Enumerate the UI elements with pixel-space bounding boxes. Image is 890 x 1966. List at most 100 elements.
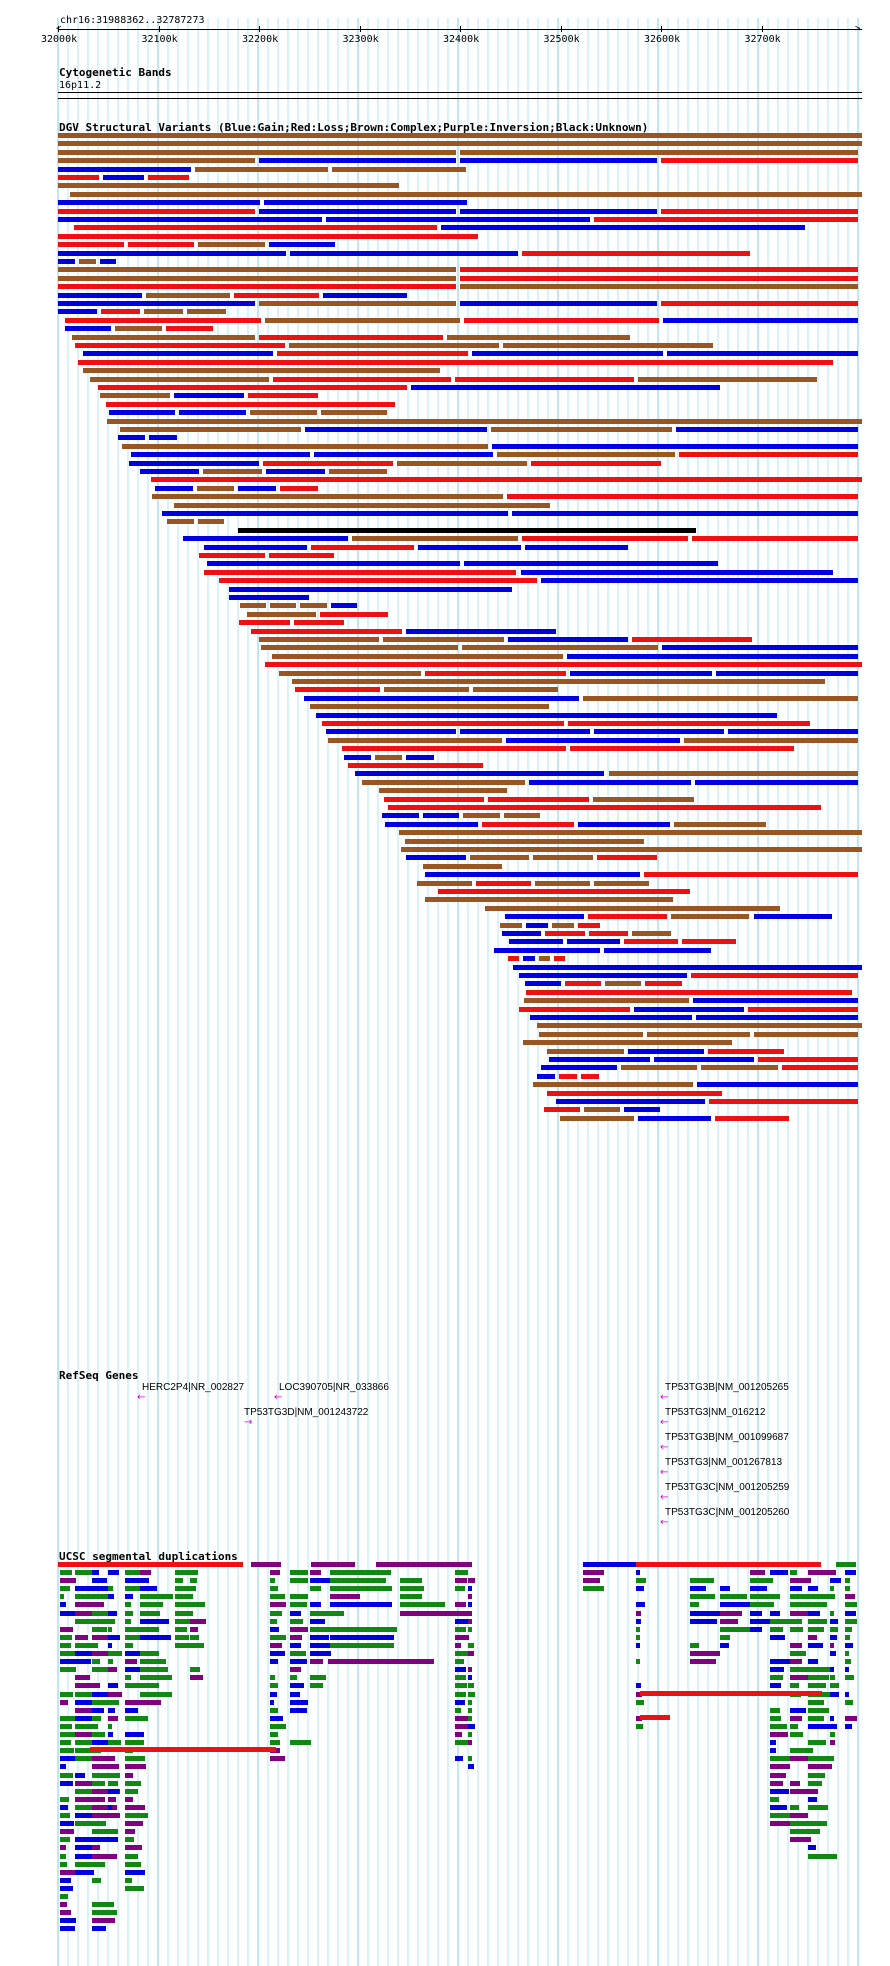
segdup-blue[interactable] bbox=[75, 1651, 96, 1656]
dgv-variant-gain[interactable] bbox=[417, 544, 521, 550]
segdup-blue[interactable] bbox=[830, 1691, 839, 1697]
segdup-purple[interactable] bbox=[468, 1651, 475, 1656]
segdup-purple[interactable] bbox=[790, 1642, 803, 1648]
dgv-variant-complex[interactable] bbox=[173, 502, 551, 508]
segdup-green[interactable] bbox=[60, 1853, 66, 1859]
segdup-blue[interactable] bbox=[290, 1610, 301, 1616]
segdup-green[interactable] bbox=[845, 1675, 855, 1681]
dgv-variant-gain[interactable] bbox=[174, 393, 245, 399]
dgv-variant-loss[interactable] bbox=[437, 889, 691, 894]
segdup-purple[interactable] bbox=[92, 1651, 114, 1656]
dgv-variant-gain[interactable] bbox=[692, 998, 858, 1004]
dgv-variant-complex[interactable] bbox=[537, 1023, 862, 1029]
segdup-green[interactable] bbox=[108, 1740, 122, 1746]
dgv-variant-gain[interactable] bbox=[268, 242, 335, 248]
segdup-green[interactable] bbox=[75, 1618, 98, 1624]
segdup-green[interactable] bbox=[92, 1902, 115, 1908]
dgv-variant-complex[interactable] bbox=[146, 292, 231, 298]
dgv-variant-gain[interactable] bbox=[508, 939, 563, 945]
segdup-green[interactable] bbox=[140, 1675, 173, 1681]
segdup-green[interactable] bbox=[790, 1732, 803, 1737]
dgv-variant-loss[interactable] bbox=[661, 301, 858, 306]
segdup-green[interactable] bbox=[455, 1683, 467, 1689]
dgv-variant-complex[interactable] bbox=[58, 267, 456, 273]
dgv-variant-complex[interactable] bbox=[490, 427, 673, 432]
segdup-green[interactable] bbox=[125, 1642, 133, 1648]
dgv-variant-complex[interactable] bbox=[646, 1031, 751, 1037]
segdup-green[interactable] bbox=[468, 1732, 472, 1737]
dgv-variant-gain[interactable] bbox=[229, 586, 512, 592]
segdup-green[interactable] bbox=[290, 1594, 309, 1600]
segdup-purple[interactable] bbox=[583, 1570, 604, 1575]
dgv-variant-complex[interactable] bbox=[58, 149, 456, 155]
segdup-green[interactable] bbox=[808, 1756, 834, 1762]
segdup-blue[interactable] bbox=[808, 1610, 821, 1616]
segdup-purple[interactable] bbox=[75, 1732, 102, 1737]
segdup-purple[interactable] bbox=[60, 1902, 68, 1908]
segdup-purple[interactable] bbox=[92, 1813, 121, 1818]
dgv-variant-gain[interactable] bbox=[460, 158, 657, 164]
dgv-variant-gain[interactable] bbox=[594, 729, 724, 735]
segdup-blue[interactable] bbox=[310, 1642, 341, 1648]
segdup-green[interactable] bbox=[75, 1748, 102, 1754]
segdup-blue[interactable] bbox=[108, 1642, 113, 1648]
segdup-green[interactable] bbox=[830, 1610, 834, 1616]
segdup-green[interactable] bbox=[75, 1723, 98, 1729]
segdup-purple[interactable] bbox=[376, 1562, 472, 1567]
segdup-purple[interactable] bbox=[140, 1699, 161, 1705]
dgv-variant-complex[interactable] bbox=[203, 469, 262, 474]
dgv-variant-gain[interactable] bbox=[567, 653, 858, 659]
dgv-variant-gain[interactable] bbox=[343, 754, 372, 760]
segdup-green[interactable] bbox=[790, 1748, 814, 1754]
dgv-variant-loss[interactable] bbox=[65, 317, 261, 323]
dgv-variant-complex[interactable] bbox=[552, 922, 575, 928]
dgv-variant-gain[interactable] bbox=[265, 469, 325, 474]
segdup-green[interactable] bbox=[770, 1626, 784, 1632]
segdup-green[interactable] bbox=[790, 1821, 816, 1827]
segdup-purple[interactable] bbox=[92, 1918, 115, 1924]
dgv-variant-complex[interactable] bbox=[547, 1048, 624, 1054]
segdup-green[interactable] bbox=[125, 1715, 149, 1721]
segdup-purple[interactable] bbox=[790, 1813, 809, 1818]
dgv-variant-loss[interactable] bbox=[387, 805, 822, 810]
segdup-purple[interactable] bbox=[790, 1659, 803, 1665]
segdup-blue[interactable] bbox=[270, 1699, 275, 1705]
segdup-blue[interactable] bbox=[108, 1707, 115, 1713]
segdup-green[interactable] bbox=[125, 1675, 132, 1681]
dgv-variant-gain[interactable] bbox=[203, 544, 307, 550]
segdup-green[interactable] bbox=[125, 1788, 138, 1794]
segdup-green[interactable] bbox=[290, 1602, 308, 1608]
gene-strand-reverse-icon[interactable]: ← bbox=[660, 1442, 669, 1453]
segdup-purple[interactable] bbox=[290, 1667, 302, 1673]
segdup-purple[interactable] bbox=[468, 1578, 475, 1584]
segdup-purple[interactable] bbox=[400, 1610, 470, 1616]
segdup-green[interactable] bbox=[830, 1586, 834, 1592]
dgv-variant-complex[interactable] bbox=[122, 443, 489, 449]
segdup-blue[interactable] bbox=[310, 1618, 326, 1624]
dgv-variant-loss[interactable] bbox=[460, 275, 858, 281]
segdup-green[interactable] bbox=[808, 1715, 825, 1721]
segdup-blue[interactable] bbox=[140, 1618, 169, 1624]
segdup-green[interactable] bbox=[400, 1594, 423, 1600]
dgv-variant-gain[interactable] bbox=[355, 771, 605, 777]
dgv-variant-complex[interactable] bbox=[592, 796, 694, 802]
segdup-purple[interactable] bbox=[845, 1594, 856, 1600]
segdup-blue[interactable] bbox=[845, 1610, 857, 1616]
segdup-green[interactable] bbox=[808, 1699, 825, 1705]
segdup-purple[interactable] bbox=[75, 1602, 105, 1608]
dgv-variant-gain[interactable] bbox=[623, 1107, 660, 1113]
segdup-green[interactable] bbox=[140, 1651, 159, 1656]
segdup-purple[interactable] bbox=[125, 1796, 134, 1802]
segdup-green[interactable] bbox=[92, 1715, 101, 1721]
segdup-blue[interactable] bbox=[750, 1610, 762, 1616]
dgv-variant-complex[interactable] bbox=[674, 821, 767, 827]
dgv-variant-gain[interactable] bbox=[405, 855, 466, 861]
dgv-variant-gain[interactable] bbox=[637, 1115, 712, 1121]
dgv-variant-gain[interactable] bbox=[492, 443, 858, 449]
segdup-blue[interactable] bbox=[468, 1764, 475, 1770]
dgv-variant-loss[interactable] bbox=[569, 746, 794, 752]
dgv-variant-complex[interactable] bbox=[186, 309, 226, 315]
segdup-green[interactable] bbox=[175, 1618, 197, 1624]
dgv-variant-complex[interactable] bbox=[261, 645, 458, 651]
dgv-variant-complex[interactable] bbox=[701, 1065, 778, 1071]
